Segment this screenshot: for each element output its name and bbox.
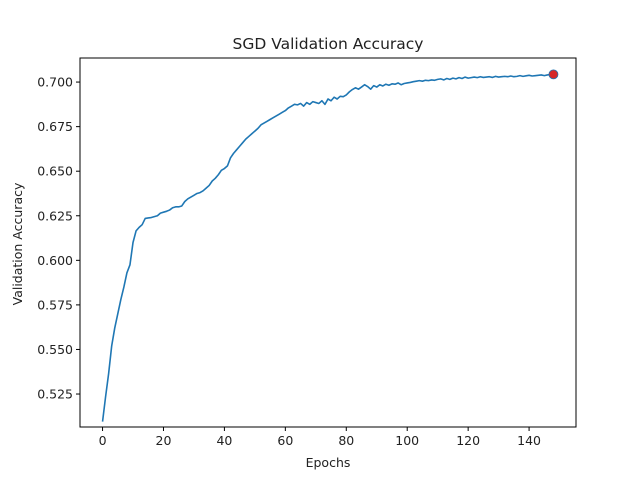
- y-tick-label: 0.700: [37, 75, 73, 90]
- chart-title: SGD Validation Accuracy: [233, 35, 424, 53]
- y-axis-label: Validation Accuracy: [10, 182, 25, 305]
- axes-ticks: 0 20 40 60 80 100 120 140 0.525 0.550 0.575 0.600 0.…: [37, 75, 541, 448]
- y-tick-label: 0.675: [37, 119, 73, 134]
- y-tick-label: 0.625: [37, 208, 73, 223]
- x-tick-label: 20: [156, 433, 172, 448]
- x-tick-label: 0: [99, 433, 107, 448]
- x-tick-label: 40: [216, 433, 232, 448]
- x-tick-label: 80: [338, 433, 354, 448]
- y-tick-label: 0.525: [37, 387, 73, 402]
- y-tick-label: 0.575: [37, 297, 73, 312]
- final-accuracy-marker: [548, 69, 559, 80]
- x-tick-label: 140: [517, 433, 541, 448]
- x-tick-label: 120: [456, 433, 480, 448]
- x-tick-label: 60: [277, 433, 293, 448]
- y-tick-label: 0.600: [37, 253, 73, 268]
- plot-frame: [79, 57, 577, 428]
- plot-lines: [101, 69, 559, 422]
- accuracy-line: [101, 73, 554, 422]
- y-tick-label: 0.550: [37, 342, 73, 357]
- x-tick-label: 100: [395, 433, 419, 448]
- x-axis-label: Epochs: [306, 455, 351, 470]
- y-tick-label: 0.650: [37, 164, 73, 179]
